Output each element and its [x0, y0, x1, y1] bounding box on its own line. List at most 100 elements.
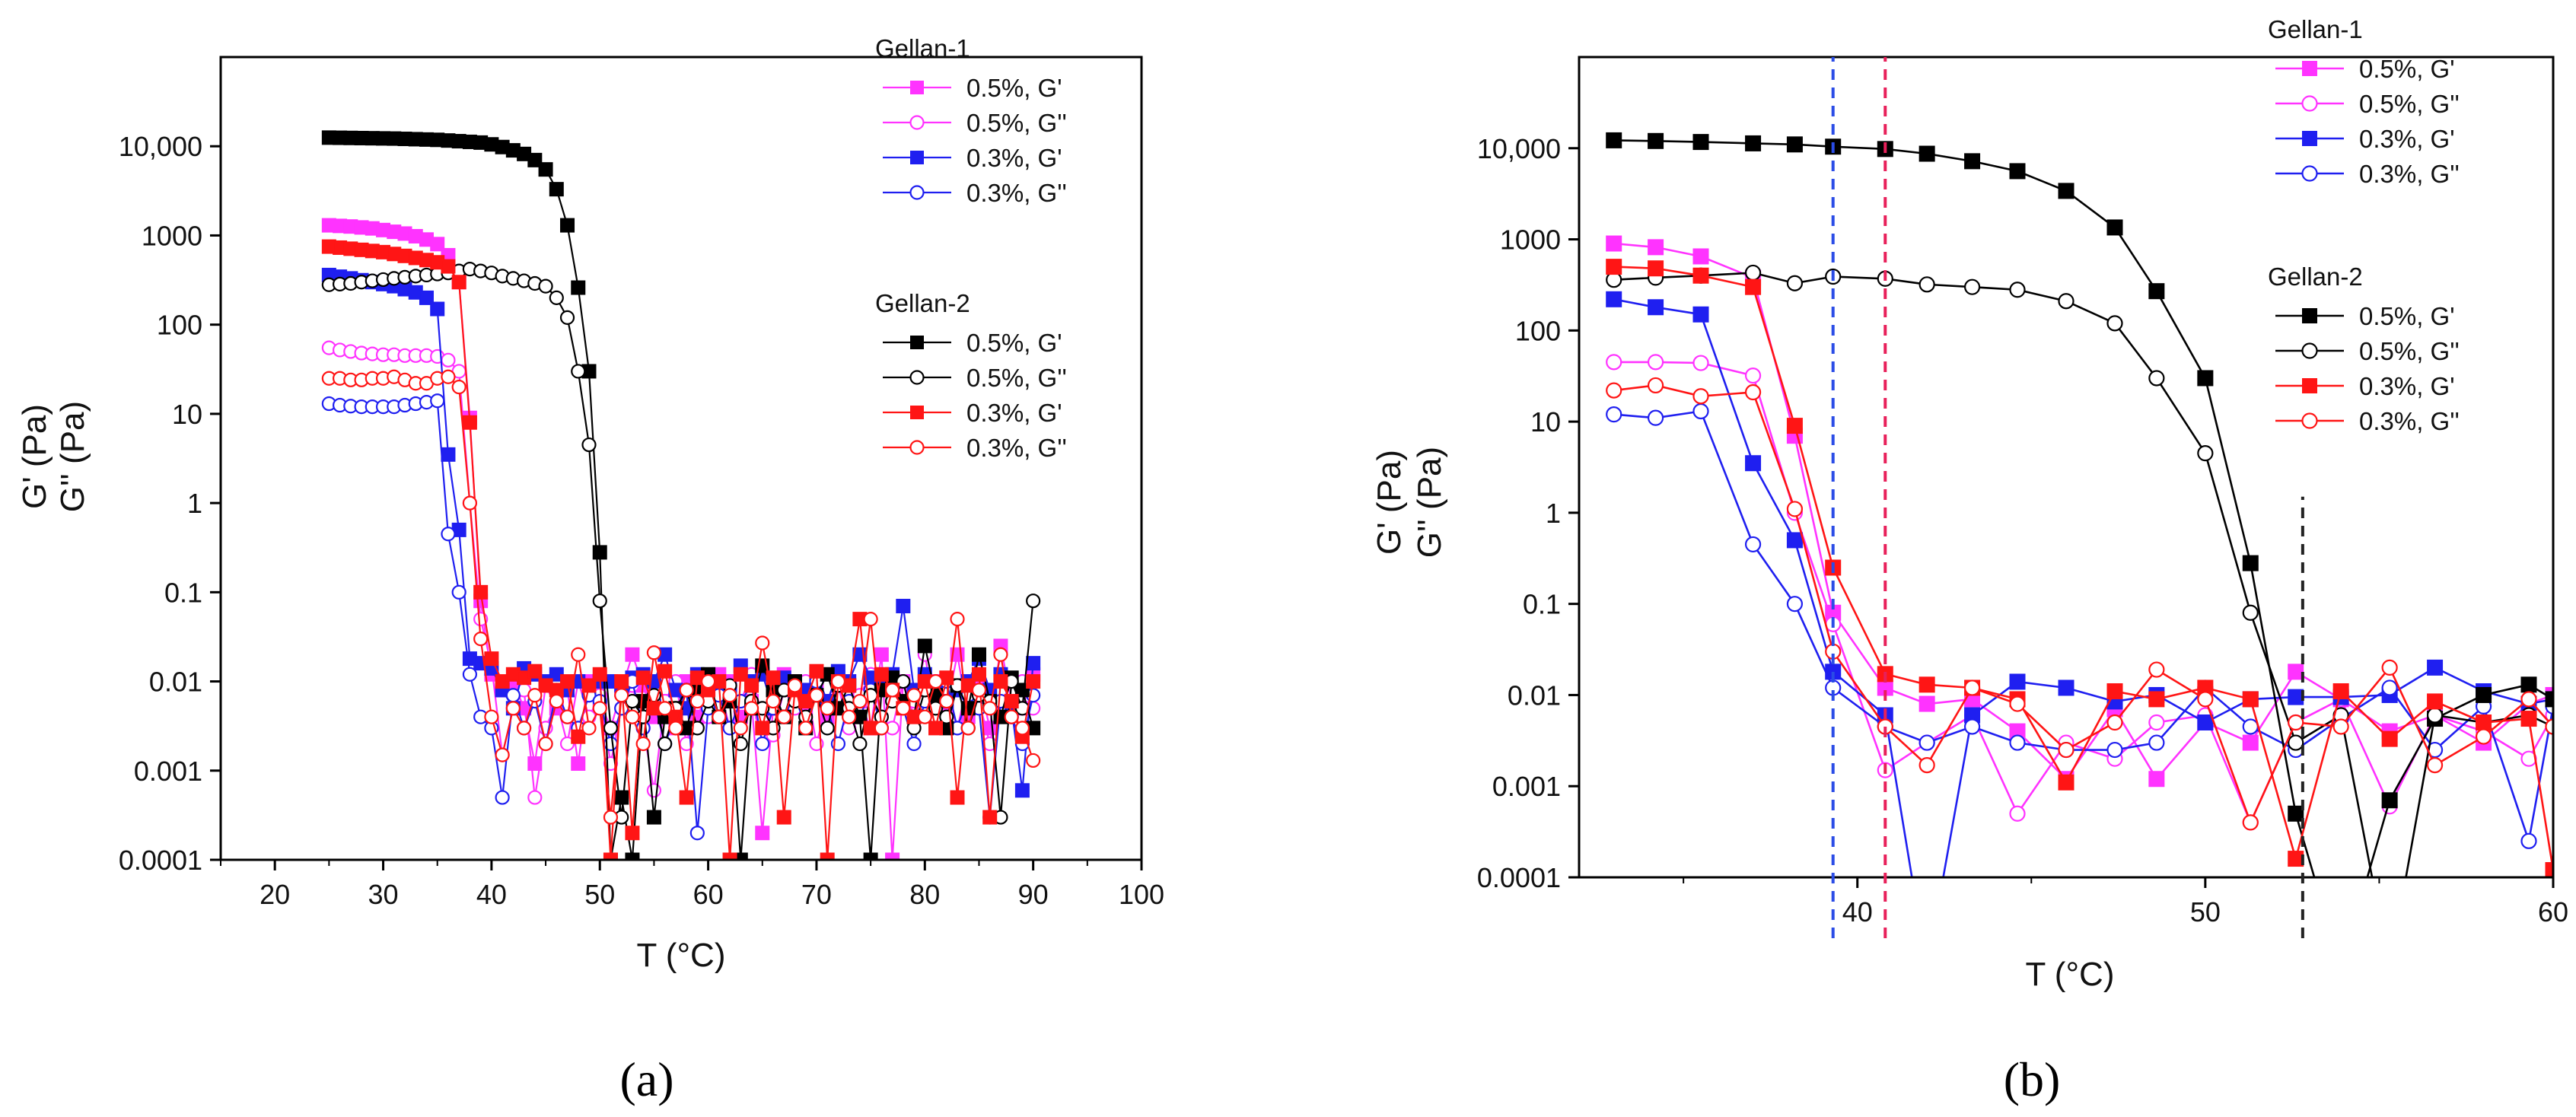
data-point [538, 278, 553, 294]
legend-group-title: Gellan-2 [875, 289, 970, 317]
series-line [1613, 410, 2553, 842]
legend-label: 0.3%, G'' [2359, 407, 2460, 435]
data-point [852, 693, 868, 709]
data-point [1963, 718, 1981, 735]
data-point [625, 647, 640, 662]
data-point [560, 674, 575, 689]
data-point [1026, 753, 1041, 769]
data-point [874, 647, 889, 662]
x-tick-label: 30 [368, 879, 399, 910]
data-point [441, 527, 456, 542]
legend-item: 0.3%, G' [2275, 372, 2455, 400]
data-point [2242, 691, 2259, 708]
data-point [2058, 293, 2074, 310]
data-point [733, 667, 748, 682]
data-point [1606, 354, 1622, 371]
panel-b-ylabel-gdoubleprime: G'' (Pa) [1411, 447, 1448, 558]
x-tick-label: 40 [1842, 896, 1873, 928]
data-point [928, 673, 944, 689]
data-point [441, 447, 456, 462]
data-point [2009, 734, 2026, 751]
legend-item: 0.3%, G' [2275, 125, 2455, 153]
data-point [658, 664, 673, 679]
legend-item: 0.3%, G'' [2275, 160, 2460, 188]
data-point [2288, 714, 2304, 731]
panel-b-ylabel-gprime: G' (Pa) [1371, 450, 1408, 555]
y-tick-label: 10,000 [119, 131, 202, 162]
series-g2-7 [321, 369, 1041, 825]
series-line [1613, 298, 2553, 877]
data-point [2427, 693, 2444, 710]
data-point [776, 709, 791, 724]
data-point [451, 380, 466, 395]
data-point [592, 667, 607, 682]
panel-a-label: (a) [619, 1052, 673, 1106]
data-point [2197, 370, 2214, 387]
data-point [971, 667, 986, 682]
data-point [1744, 383, 1762, 401]
data-point [1786, 136, 1803, 153]
data-point [505, 688, 521, 703]
legend-label: 0.3%, G' [966, 144, 1062, 172]
legend-item: 0.3%, G' [883, 399, 1062, 427]
legend-marker [910, 81, 924, 94]
data-point [1692, 306, 1709, 323]
series-g2-4 [1606, 132, 2553, 975]
data-point [1744, 536, 1762, 553]
data-point [2148, 734, 2165, 751]
data-point [700, 673, 716, 689]
legend-label: 0.5%, G' [966, 329, 1062, 357]
data-point [1786, 596, 1804, 613]
data-point [906, 688, 922, 703]
data-point [971, 683, 987, 698]
data-point [2520, 691, 2537, 708]
data-point [516, 721, 532, 736]
data-point [776, 810, 791, 825]
data-point [2426, 707, 2444, 724]
panel-a-legend: Gellan-1 0.5%, G' 0.5%, G'' 0.3%, G' 0.3%, G… [875, 34, 1067, 462]
data-point [603, 852, 618, 860]
legend-label: 0.3%, G' [2359, 125, 2455, 153]
data-point [993, 674, 1008, 689]
data-point [592, 701, 607, 716]
data-point [755, 736, 770, 752]
legend-label: 0.3%, G' [2359, 372, 2455, 400]
data-point [2288, 689, 2304, 705]
data-point [1647, 409, 1664, 426]
data-point [874, 667, 889, 682]
data-point [2476, 686, 2492, 703]
y-tick-label: 1000 [1500, 224, 1561, 256]
data-point [2332, 718, 2349, 735]
data-point [2009, 805, 2026, 822]
panel-a-ticks: 20 30 40 50 60 70 80 90 100 10,000 1000 100 10 1 0.1 0.… [119, 131, 1164, 910]
x-tick-label: 80 [909, 879, 940, 910]
data-point [462, 415, 477, 430]
x-tick-label: 60 [2538, 896, 2568, 928]
data-point [2148, 714, 2165, 731]
data-point [549, 693, 564, 709]
data-point [2383, 961, 2397, 975]
data-point [1606, 259, 1622, 275]
data-point [884, 683, 900, 698]
data-point [2545, 862, 2553, 877]
data-point [1964, 153, 1981, 170]
data-point [441, 352, 456, 368]
legend-label: 0.5%, G' [2359, 302, 2455, 330]
data-point [960, 721, 976, 736]
legend-marker [2302, 131, 2317, 146]
data-point [1026, 594, 1041, 609]
legend-marker [2301, 342, 2318, 359]
data-point [2475, 728, 2492, 745]
data-point [2288, 734, 2304, 751]
data-point [571, 729, 586, 744]
panel-b-frame [1578, 56, 2555, 879]
data-point [2288, 851, 2304, 867]
series-line [1613, 139, 2553, 877]
data-point [571, 756, 586, 771]
data-point [2334, 961, 2348, 975]
series-g2-6 [321, 239, 1041, 860]
y-tick-label: 0.0001 [1477, 862, 1561, 893]
data-point [2148, 283, 2165, 300]
data-point [2332, 683, 2349, 699]
data-point [798, 721, 814, 736]
